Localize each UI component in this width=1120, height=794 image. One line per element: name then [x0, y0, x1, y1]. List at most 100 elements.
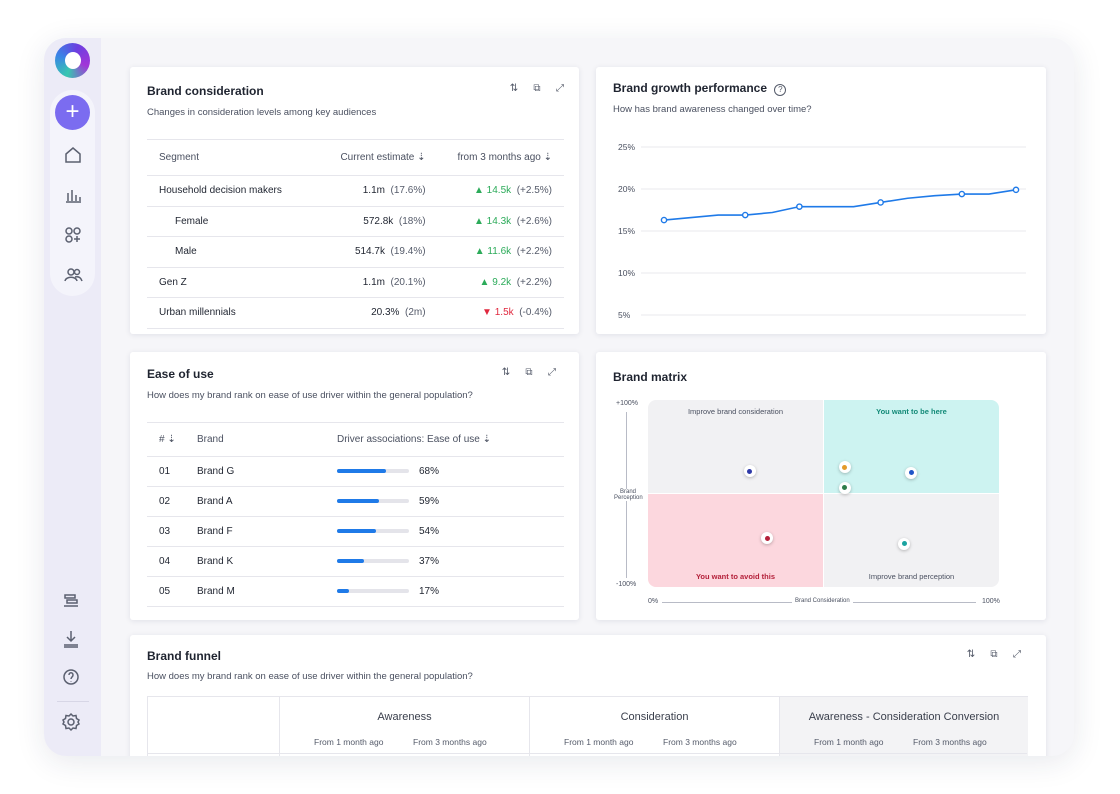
- table-row[interactable]: 01 Brand G 68%: [147, 456, 564, 487]
- brand-point-core: [764, 535, 770, 541]
- funnel-col-title: Awareness: [377, 711, 432, 723]
- brand-point-core: [747, 468, 753, 474]
- up-arrow-icon: ▲: [473, 215, 484, 227]
- up-arrow-icon: ▲: [473, 185, 484, 197]
- y-tick-label: 15%: [618, 226, 635, 236]
- col-driver-label: Driver associations: Ease of use: [337, 434, 480, 445]
- quadrant-label-br: Improve brand perception: [868, 572, 955, 581]
- help-icon[interactable]: [60, 666, 84, 690]
- card-tools: ⇅ ⧉ ⤢: [964, 649, 1024, 660]
- stack-icon[interactable]: [60, 588, 84, 612]
- expand-icon[interactable]: ⤢: [1013, 649, 1021, 660]
- y-axis-bottom: -100%: [616, 581, 637, 588]
- app-logo[interactable]: [55, 43, 90, 78]
- table-row[interactable]: Household decision makers 1.1m (17.6%) ▲…: [147, 175, 564, 207]
- col-driver[interactable]: Driver associations: Ease of use ⇣: [337, 422, 564, 457]
- expand-icon[interactable]: ⤢: [548, 367, 556, 378]
- brand-matrix-card: Brand matrix Improve brand consideration…: [596, 352, 1046, 620]
- table-row[interactable]: Gen Z 1.1m (20.1%) ▲ 9.2k (+2.2%): [147, 267, 564, 298]
- driver-pct: 59%: [419, 496, 440, 507]
- brand-cell: Brand F: [197, 516, 337, 547]
- table-row[interactable]: Female 572.8k (18%) ▲ 14.3k (+2.6%): [147, 206, 564, 237]
- card-title: Brand matrix: [613, 370, 688, 384]
- estimate-value: 572.8k: [363, 215, 394, 227]
- card-subtitle: How does my brand rank on ease of use dr…: [147, 671, 473, 682]
- apps-icon[interactable]: [62, 224, 84, 246]
- data-point[interactable]: [958, 190, 966, 198]
- card-title: Ease of use: [147, 367, 214, 381]
- card-title-text: Brand growth performance: [613, 81, 768, 95]
- table-row[interactable]: 03 Brand F 54%: [147, 516, 564, 547]
- quadrant-label-bl: You want to avoid this: [695, 572, 776, 581]
- brand-funnel-card: Brand funnel How does my brand rank on e…: [130, 635, 1046, 756]
- brand-consideration-card: Brand consideration Changes in considera…: [130, 67, 579, 334]
- series-line: [663, 189, 1017, 221]
- card-subtitle: How has brand awareness changed over tim…: [613, 104, 812, 115]
- card-title: Brand consideration: [147, 84, 264, 98]
- sort-icon[interactable]: ⇅: [509, 83, 519, 94]
- brand-point[interactable]: [838, 481, 851, 494]
- estimate-pct: (2m): [404, 307, 426, 319]
- help-circle-icon[interactable]: ?: [774, 84, 787, 96]
- add-button[interactable]: +: [55, 95, 90, 130]
- driver-cell: 37%: [337, 546, 564, 577]
- brand-point[interactable]: [761, 532, 774, 545]
- table-row[interactable]: 04 Brand K 37%: [147, 546, 564, 577]
- card-subtitle: Changes in consideration levels among ke…: [147, 107, 377, 118]
- sort-icon[interactable]: ⇅: [966, 649, 976, 660]
- y-axis-top: +100%: [616, 400, 638, 407]
- funnel-table: Awareness From 1 month ago From 3 months…: [147, 696, 1028, 756]
- col-current-label: Current estimate: [340, 152, 415, 163]
- download-icon[interactable]: [60, 628, 84, 652]
- progress-bar: [337, 589, 409, 594]
- rank-cell: 04: [147, 546, 197, 577]
- data-point[interactable]: [660, 216, 668, 224]
- estimate-value: 1.1m: [362, 185, 385, 197]
- change-value: 1.5k: [494, 307, 514, 319]
- consideration-table: Segment Current estimate ⇣ from 3 months…: [147, 139, 564, 329]
- table-row[interactable]: 05 Brand M 17%: [147, 576, 564, 607]
- brand-point[interactable]: [743, 465, 756, 478]
- data-point[interactable]: [877, 199, 884, 206]
- col-segment[interactable]: Segment: [147, 139, 318, 176]
- y-tick-label: 5%: [618, 310, 631, 320]
- data-point[interactable]: [1012, 186, 1020, 194]
- funnel-divider: [148, 753, 1027, 754]
- estimate-cell: 514.7k (19.4%): [317, 236, 430, 268]
- data-point[interactable]: [741, 211, 749, 219]
- copy-icon[interactable]: ⧉: [533, 83, 541, 94]
- rank-cell: 02: [147, 486, 197, 517]
- col-brand[interactable]: Brand: [197, 422, 337, 457]
- sidebar-divider: [57, 701, 89, 702]
- bar-chart-icon[interactable]: [62, 184, 84, 206]
- change-pct: (-0.4%): [519, 307, 552, 319]
- col-rank[interactable]: # ⇣: [147, 422, 197, 457]
- table-row[interactable]: Urban millennials 20.3% (2m) ▼ 1.5k (-0.…: [147, 297, 564, 329]
- col-change[interactable]: from 3 months ago ⇣: [429, 139, 564, 176]
- table-row[interactable]: 02 Brand A 59%: [147, 486, 564, 517]
- table-row[interactable]: Male 514.7k (19.4%) ▲ 11.6k (+2.2%): [147, 236, 564, 268]
- col-current[interactable]: Current estimate ⇣: [317, 139, 430, 176]
- funnel-sub-3m: From 3 months ago: [413, 737, 487, 747]
- brand-point-core: [842, 464, 848, 470]
- segment-name: Urban millennials: [147, 297, 318, 329]
- brand-point[interactable]: [898, 537, 911, 550]
- card-tools: ⇅ ⧉ ⤢: [499, 367, 559, 378]
- driver-cell: 54%: [337, 516, 564, 547]
- data-point[interactable]: [796, 203, 803, 210]
- settings-icon[interactable]: [60, 711, 84, 735]
- brand-point[interactable]: [838, 461, 851, 474]
- funnel-col-awareness: Awareness From 1 month ago From 3 months…: [279, 697, 529, 756]
- quadrant-label-tr: You want to be here: [876, 407, 947, 416]
- estimate-cell: 1.1m (17.6%): [317, 175, 430, 207]
- users-icon[interactable]: [62, 264, 84, 286]
- copy-icon[interactable]: ⧉: [990, 649, 998, 660]
- home-icon[interactable]: [62, 144, 84, 166]
- expand-icon[interactable]: ⤢: [556, 83, 564, 94]
- col-change-label: from 3 months ago: [457, 152, 541, 163]
- y-axis-label: Brand Perception: [614, 489, 643, 501]
- progress-bar: [337, 529, 409, 534]
- sort-icon[interactable]: ⇅: [501, 367, 511, 378]
- brand-point[interactable]: [905, 466, 918, 479]
- copy-icon[interactable]: ⧉: [525, 367, 533, 378]
